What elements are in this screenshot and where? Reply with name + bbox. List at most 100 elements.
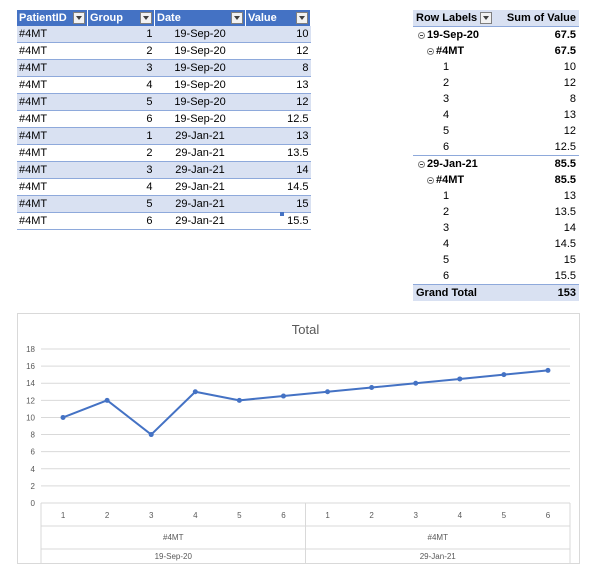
pivot-patient-row[interactable]: #4MT 85.5: [413, 172, 579, 188]
collapse-icon[interactable]: [418, 160, 425, 168]
cell-group[interactable]: 2: [87, 144, 155, 162]
cell-value[interactable]: 14.5: [245, 178, 311, 196]
filter-dropdown-icon[interactable]: [480, 12, 493, 25]
pivot-chart[interactable]: Total 0 2 4 6 8 10 12 14 16 18 1 2 3 4 5 6 1 2 3 4 5 6 #4MT 19-…: [17, 313, 580, 564]
pivot-sum-header[interactable]: Sum of Value: [499, 10, 579, 27]
pivot-grand-total-row[interactable]: Grand Total 153: [413, 284, 579, 301]
data-point[interactable]: [192, 389, 198, 395]
cell-date[interactable]: 29-Jan-21: [154, 195, 246, 213]
cell-date[interactable]: 19-Sep-20: [154, 59, 246, 77]
chart-title[interactable]: Total: [292, 322, 320, 337]
cell-value[interactable]: 13.5: [245, 144, 311, 162]
data-point[interactable]: [60, 414, 66, 420]
pivot-item-row[interactable]: 6 15.5: [413, 268, 579, 285]
cell-value[interactable]: 13: [245, 127, 311, 145]
filter-dropdown-icon[interactable]: [140, 12, 152, 24]
table-row: #4MT 6 19-Sep-20 12.5: [17, 110, 311, 128]
pivot-item-row[interactable]: 5 15: [413, 252, 579, 268]
cell-date[interactable]: 19-Sep-20: [154, 110, 246, 128]
cell-value[interactable]: 12: [245, 42, 311, 60]
cell-patientid[interactable]: #4MT: [17, 59, 88, 77]
data-point[interactable]: [501, 372, 507, 378]
cell-date[interactable]: 29-Jan-21: [154, 144, 246, 162]
cell-date[interactable]: 29-Jan-21: [154, 127, 246, 145]
cell-value[interactable]: 14: [245, 161, 311, 179]
pivot-date-row[interactable]: 29-Jan-21 85.5: [413, 155, 579, 172]
data-point[interactable]: [148, 432, 154, 438]
pivot-row-labels-header[interactable]: Row Labels: [413, 10, 500, 27]
collapse-icon[interactable]: [427, 176, 434, 184]
pivot-patient-row[interactable]: #4MT 67.5: [413, 43, 579, 59]
collapse-icon[interactable]: [427, 47, 434, 55]
header-value[interactable]: Value: [245, 10, 311, 26]
cell-patientid[interactable]: #4MT: [17, 26, 88, 43]
data-point[interactable]: [369, 385, 375, 390]
cell-value[interactable]: 13: [245, 76, 311, 94]
data-point[interactable]: [325, 389, 331, 395]
data-point[interactable]: [545, 367, 551, 373]
cell-value[interactable]: 10: [245, 26, 311, 43]
cell-group[interactable]: 1: [87, 26, 155, 43]
header-patientid[interactable]: PatientID: [17, 10, 88, 26]
pivot-item-row[interactable]: 5 12: [413, 123, 579, 139]
pivot-item-row[interactable]: 6 12.5: [413, 139, 579, 156]
data-point[interactable]: [236, 397, 242, 403]
cell-patientid[interactable]: #4MT: [17, 195, 88, 213]
data-point[interactable]: [413, 380, 419, 386]
filter-dropdown-icon[interactable]: [231, 12, 243, 24]
cell-value[interactable]: 15.5: [245, 212, 311, 230]
x-tick-label: 1: [325, 511, 330, 520]
collapse-icon[interactable]: [418, 31, 425, 39]
pivot-item-row[interactable]: 3 14: [413, 220, 579, 236]
filter-dropdown-icon[interactable]: [73, 12, 85, 24]
pivot-item-row[interactable]: 2 13.5: [413, 204, 579, 220]
cell-group[interactable]: 1: [87, 127, 155, 145]
cell-patientid[interactable]: #4MT: [17, 161, 88, 179]
cell-patientid[interactable]: #4MT: [17, 178, 88, 196]
header-group[interactable]: Group: [87, 10, 155, 26]
cell-group[interactable]: 4: [87, 178, 155, 196]
cell-group[interactable]: 6: [87, 110, 155, 128]
table-resize-handle[interactable]: [280, 212, 284, 216]
pivot-item-row[interactable]: 1 10: [413, 59, 579, 75]
cell-patientid[interactable]: #4MT: [17, 144, 88, 162]
pivot-item-row[interactable]: 4 14.5: [413, 236, 579, 252]
cell-patientid[interactable]: #4MT: [17, 127, 88, 145]
cell-date[interactable]: 19-Sep-20: [154, 42, 246, 60]
cell-group[interactable]: 5: [87, 93, 155, 111]
cell-patientid[interactable]: #4MT: [17, 110, 88, 128]
cell-value[interactable]: 12.5: [245, 110, 311, 128]
data-point[interactable]: [280, 393, 286, 399]
pivot-date-row[interactable]: 19-Sep-20 67.5: [413, 26, 579, 43]
cell-date[interactable]: 29-Jan-21: [154, 178, 246, 196]
cell-group[interactable]: 5: [87, 195, 155, 213]
cell-date[interactable]: 19-Sep-20: [154, 26, 246, 43]
cell-value[interactable]: 8: [245, 59, 311, 77]
pivot-patient-label: #4MT: [436, 45, 465, 57]
cell-group[interactable]: 3: [87, 161, 155, 179]
cell-patientid[interactable]: #4MT: [17, 93, 88, 111]
data-point[interactable]: [104, 397, 110, 403]
filter-dropdown-icon[interactable]: [296, 12, 308, 24]
cell-date[interactable]: 19-Sep-20: [154, 93, 246, 111]
cell-group[interactable]: 3: [87, 59, 155, 77]
cell-value[interactable]: 12: [245, 93, 311, 111]
cell-group[interactable]: 2: [87, 42, 155, 60]
cell-patientid[interactable]: #4MT: [17, 76, 88, 94]
cell-date[interactable]: 29-Jan-21: [154, 212, 246, 230]
header-date[interactable]: Date: [154, 10, 246, 26]
series-line[interactable]: [62, 369, 549, 436]
cell-value[interactable]: 15: [245, 195, 311, 213]
cell-date[interactable]: 19-Sep-20: [154, 76, 246, 94]
pivot-item-row[interactable]: 1 13: [413, 188, 579, 204]
cell-patientid[interactable]: #4MT: [17, 42, 88, 60]
cell-group[interactable]: 6: [87, 212, 155, 230]
cell-patientid[interactable]: #4MT: [17, 212, 88, 230]
pivot-item-row[interactable]: 4 13: [413, 107, 579, 123]
data-point[interactable]: [457, 376, 463, 382]
cell-group[interactable]: 4: [87, 76, 155, 94]
cell-date[interactable]: 29-Jan-21: [154, 161, 246, 179]
series-total[interactable]: [60, 367, 551, 438]
pivot-item-row[interactable]: 2 12: [413, 75, 579, 91]
